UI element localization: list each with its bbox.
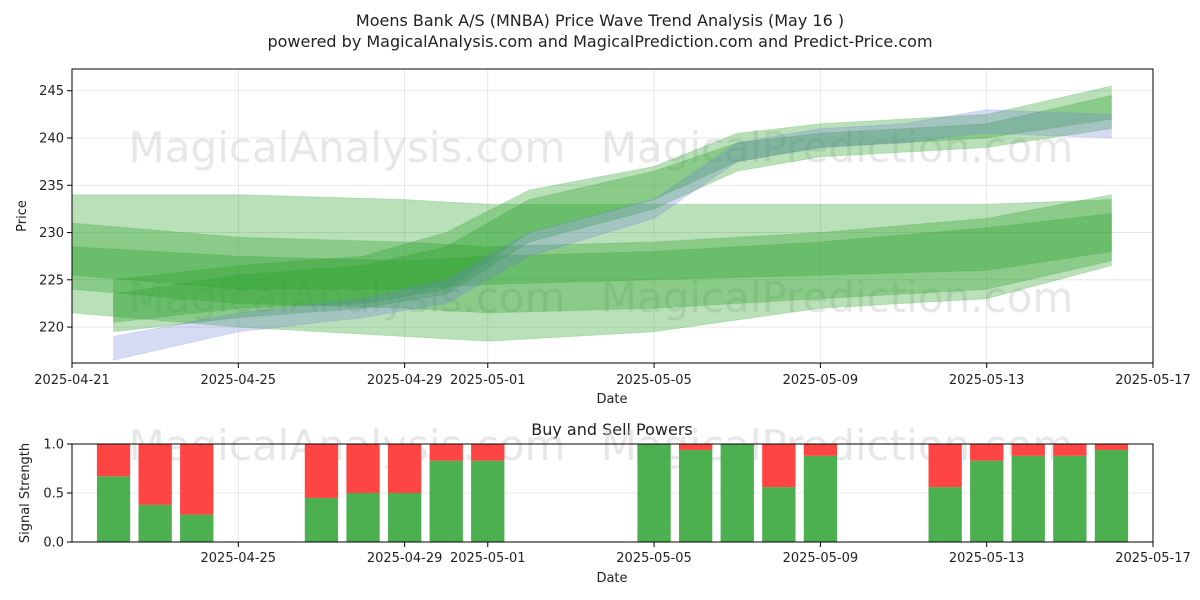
sell-bar-2025-04-30 <box>429 444 463 461</box>
signal-y-tick-label-2: 1.0 <box>43 438 64 453</box>
price-plot-frame <box>71 68 1154 364</box>
buy-bar-2025-05-07 <box>720 444 754 542</box>
signal-x-tick-label-2: 2025-05-01 <box>450 551 526 566</box>
buy-bar-2025-05-08 <box>762 487 796 542</box>
signal-y-tick-label-1: 0.5 <box>43 487 64 502</box>
price-y-tick-label-3: 235 <box>39 179 64 194</box>
sell-bar-2025-04-28 <box>346 444 380 493</box>
buy-bar-2025-05-14 <box>1011 455 1045 542</box>
watermark-prediction-mid: MagicalPrediction.com <box>601 273 1074 322</box>
price-y-tick-label-1: 225 <box>39 273 64 288</box>
sell-bar-2025-05-12 <box>928 444 962 488</box>
price-x-tick-label-2: 2025-04-29 <box>367 373 443 388</box>
sell-bar-2025-05-14 <box>1011 444 1045 456</box>
price-x-tick-label-3: 2025-05-01 <box>450 373 526 388</box>
buy-bar-2025-05-01 <box>471 460 505 542</box>
chart-title: Moens Bank A/S (MNBA) Price Wave Trend A… <box>356 11 844 30</box>
watermark-analysis-mid: MagicalAnalysis.com <box>129 273 566 322</box>
chart-subtitle: powered by MagicalAnalysis.com and Magic… <box>267 32 932 51</box>
watermark-prediction-top: MagicalPrediction.com <box>601 123 1074 172</box>
buy-bar-2025-04-30 <box>429 460 463 542</box>
sell-bar-2025-05-08 <box>762 444 796 488</box>
buy-bar-2025-05-06 <box>679 449 713 542</box>
price-band-green_wave_upper_2 <box>71 194 1112 314</box>
signal-y-tick-label-0: 0.0 <box>43 536 64 551</box>
price-y-tick-label-5: 245 <box>39 84 64 99</box>
price-band-green_wave_mid <box>71 213 1112 290</box>
sell-bar-2025-04-23 <box>138 444 172 505</box>
buy-bar-2025-04-28 <box>346 493 380 542</box>
signal-x-tick-label-0: 2025-04-25 <box>201 551 277 566</box>
buy-bar-2025-04-29 <box>388 493 422 542</box>
price-band-blue_trend_rise <box>113 109 1112 361</box>
signal-y-axis-label: Signal Strength <box>18 443 33 543</box>
sell-bar-2025-04-27 <box>304 444 339 498</box>
sell-bar-2025-05-01 <box>471 444 505 461</box>
price-x-tick-label-0: 2025-04-21 <box>34 373 110 388</box>
sell-bar-2025-05-16 <box>1094 444 1129 450</box>
signal-x-tick-label-1: 2025-04-29 <box>367 551 443 566</box>
price-x-tick-label-1: 2025-04-25 <box>201 373 277 388</box>
price-ticks: 2025-04-21 2025-04-25 2025-04-29 2025-05-01… <box>34 84 1191 388</box>
price-x-tick-label-7: 2025-05-17 <box>1115 373 1191 388</box>
price-panel: MagicalAnalysis.com MagicalPrediction.co… <box>15 68 1191 407</box>
buy-bar-2025-05-16 <box>1094 449 1129 542</box>
buy-bar-2025-04-22 <box>96 476 131 542</box>
signal-panel-title: Buy and Sell Powers <box>531 420 693 439</box>
price-y-tick-label-2: 230 <box>39 226 64 241</box>
price-watermarks: MagicalAnalysis.com MagicalPrediction.co… <box>129 123 1074 322</box>
price-y-tick-label-4: 240 <box>39 132 64 147</box>
watermark-analysis-top: MagicalAnalysis.com <box>129 123 566 172</box>
buy-bar-2025-05-13 <box>970 460 1004 542</box>
sell-bar-2025-05-15 <box>1053 444 1087 456</box>
price-y-axis-label: Price <box>15 200 30 232</box>
sell-bar-2025-05-06 <box>679 444 713 450</box>
price-band-green_trend_rise <box>113 85 1112 323</box>
buy-bar-2025-04-27 <box>304 497 339 542</box>
price-x-tick-label-6: 2025-05-13 <box>949 373 1025 388</box>
signal-ticks: 2025-04-25 2025-04-29 2025-05-01 2025-05-05… <box>43 438 1190 567</box>
sell-bar-2025-05-13 <box>970 444 1004 461</box>
signal-x-axis-label: Date <box>596 571 627 586</box>
buy-bar-2025-05-05 <box>637 444 671 542</box>
buy-bar-2025-04-24 <box>180 514 214 542</box>
price-x-tick-label-5: 2025-05-09 <box>783 373 859 388</box>
price-x-axis-label: Date <box>596 392 627 407</box>
signal-bars <box>96 444 1129 542</box>
sell-bar-2025-04-22 <box>96 444 131 477</box>
price-bands <box>71 85 1112 361</box>
price-band-green_wave_upper_1 <box>71 194 1112 342</box>
price-y-tick-label-0: 220 <box>39 321 64 336</box>
signal-x-tick-label-4: 2025-05-09 <box>783 551 859 566</box>
buy-bar-2025-05-15 <box>1053 455 1087 542</box>
signal-panel: Buy and Sell Powers MagicalAnalysis.com … <box>18 420 1191 586</box>
price-x-tick-label-4: 2025-05-05 <box>616 373 692 388</box>
price-grid <box>71 69 1154 363</box>
sell-bar-2025-04-24 <box>180 444 214 515</box>
buy-bar-2025-05-09 <box>803 455 838 542</box>
buy-bar-2025-04-23 <box>138 504 172 542</box>
sell-bar-2025-05-09 <box>803 444 838 456</box>
price-band-green_trend_rise_2 <box>113 94 1112 333</box>
signal-x-tick-label-5: 2025-05-13 <box>949 551 1025 566</box>
signal-x-tick-label-6: 2025-05-17 <box>1115 551 1191 566</box>
sell-bar-2025-04-29 <box>388 444 422 493</box>
buy-bar-2025-05-12 <box>928 487 962 542</box>
signal-x-tick-label-3: 2025-05-05 <box>616 551 692 566</box>
